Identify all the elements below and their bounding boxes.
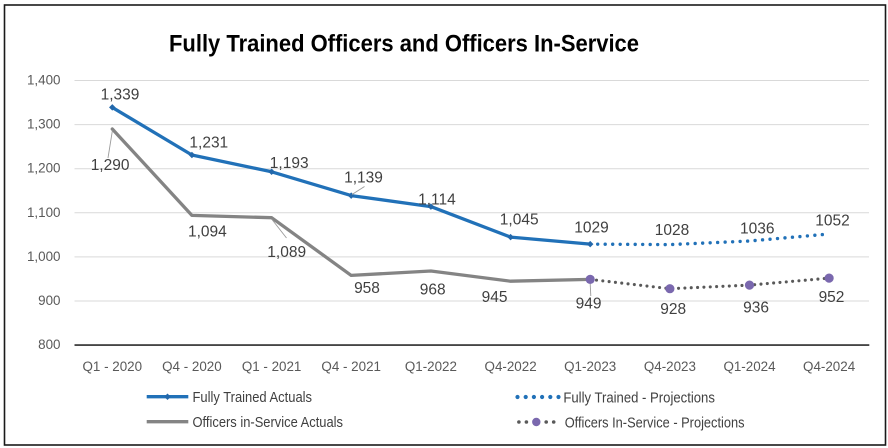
svg-text:Officers In-Service - Projecti: Officers In-Service - Projections [565,414,745,431]
svg-text:1028: 1028 [655,222,689,239]
svg-text:Fully Trained - Projections: Fully Trained - Projections [563,389,715,406]
svg-text:1,094: 1,094 [188,223,227,240]
svg-text:Q4 - 2020: Q4 - 2020 [162,359,222,374]
svg-text:1,193: 1,193 [270,155,309,172]
svg-text:Officers in-Service Actuals: Officers in-Service Actuals [193,414,344,431]
svg-text:1,100: 1,100 [27,205,61,220]
svg-text:900: 900 [38,293,60,308]
svg-text:968: 968 [420,282,446,299]
svg-text:1,139: 1,139 [344,169,383,186]
svg-text:1,045: 1,045 [500,212,539,229]
svg-text:1052: 1052 [815,213,849,230]
svg-text:1029: 1029 [574,220,608,237]
svg-text:1,200: 1,200 [27,161,61,176]
svg-text:Q1-2023: Q1-2023 [564,359,616,374]
svg-text:Q1 - 2020: Q1 - 2020 [83,359,143,374]
svg-text:1,000: 1,000 [27,249,61,264]
svg-text:1,339: 1,339 [101,87,140,104]
svg-text:945: 945 [482,289,508,306]
svg-text:Q1 - 2021: Q1 - 2021 [242,359,302,374]
svg-text:1,300: 1,300 [27,117,61,132]
svg-text:Q1-2024: Q1-2024 [723,359,776,374]
svg-text:800: 800 [38,337,60,352]
svg-text:Q4 - 2021: Q4 - 2021 [321,359,381,374]
svg-text:Fully Trained Officers and Off: Fully Trained Officers and Officers In-S… [169,31,639,58]
svg-text:Q4-2024: Q4-2024 [803,359,856,374]
svg-text:1,290: 1,290 [91,157,130,174]
svg-text:952: 952 [819,289,845,306]
svg-text:936: 936 [743,299,769,316]
svg-text:Q4-2023: Q4-2023 [644,359,696,374]
svg-text:1,089: 1,089 [267,244,306,261]
svg-text:949: 949 [576,296,602,313]
svg-text:928: 928 [660,301,686,318]
svg-text:Q4-2022: Q4-2022 [485,359,537,374]
svg-text:1,231: 1,231 [189,135,228,152]
svg-text:1,400: 1,400 [27,73,61,88]
svg-text:Fully Trained Actuals: Fully Trained Actuals [193,389,313,406]
svg-text:Q1-2022: Q1-2022 [405,359,457,374]
svg-text:1036: 1036 [740,221,774,238]
svg-text:958: 958 [354,280,380,297]
svg-text:1,114: 1,114 [418,191,456,208]
